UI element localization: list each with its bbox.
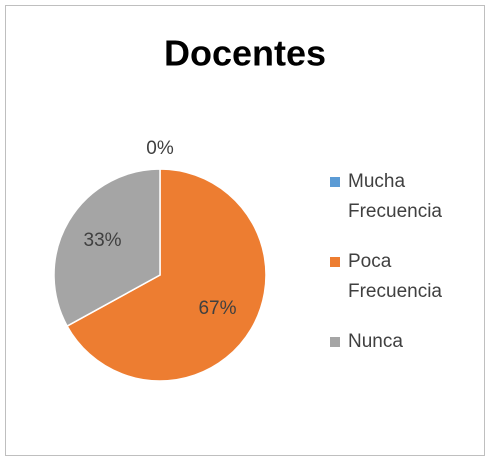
legend-swatch [330,257,340,267]
chart-title: Docentes [164,33,326,74]
legend-swatch [330,177,340,187]
legend-label: Nunca [348,331,403,352]
pie-slice [66,168,267,382]
legend-label: Poca Frecuencia [348,251,442,302]
legend-swatch [330,337,340,347]
pie-slice [53,168,161,328]
data-label: 67% [198,298,236,319]
data-label: 0% [146,138,174,159]
legend-label: Mucha Frecuencia [348,171,442,222]
data-label: 33% [84,230,122,251]
